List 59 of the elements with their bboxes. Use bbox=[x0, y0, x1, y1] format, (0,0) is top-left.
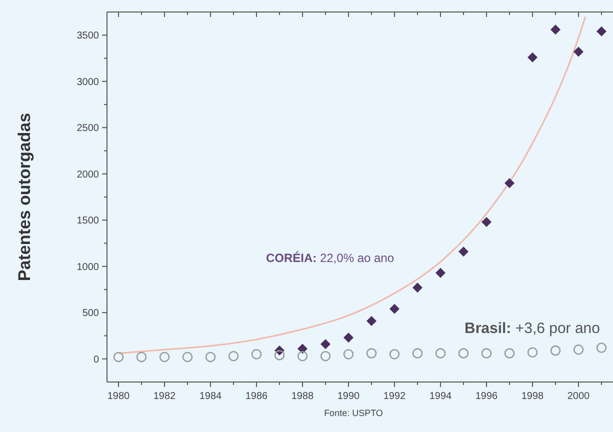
y-tick-label: 3500 bbox=[76, 30, 100, 42]
point bbox=[159, 352, 170, 362]
point bbox=[182, 352, 193, 362]
point bbox=[435, 348, 446, 358]
point bbox=[412, 348, 423, 358]
x-tick-label: 1994 bbox=[429, 391, 452, 402]
point bbox=[113, 352, 124, 362]
x-tick-label: 2000 bbox=[567, 391, 590, 402]
x-tick-label: 1984 bbox=[199, 391, 222, 402]
point bbox=[298, 344, 308, 354]
point bbox=[596, 342, 607, 353]
point bbox=[550, 24, 560, 35]
point bbox=[389, 349, 400, 360]
point bbox=[574, 46, 584, 57]
point bbox=[366, 316, 376, 326]
x-tick-label: 1986 bbox=[245, 391, 268, 402]
point bbox=[458, 246, 468, 257]
point bbox=[481, 348, 492, 358]
point bbox=[528, 52, 538, 62]
point bbox=[504, 348, 515, 358]
point bbox=[458, 348, 469, 358]
point bbox=[228, 350, 239, 362]
y-tick-label: 500 bbox=[82, 308, 100, 320]
x-tick-label: 1996 bbox=[475, 391, 498, 402]
x-tick-label: 1992 bbox=[383, 391, 406, 402]
y-tick-label: 1000 bbox=[76, 262, 100, 273]
point bbox=[550, 345, 561, 356]
point bbox=[205, 352, 216, 362]
point bbox=[596, 26, 606, 36]
x-tick-label: 1998 bbox=[521, 391, 544, 402]
point bbox=[343, 349, 354, 360]
point bbox=[366, 348, 377, 358]
point bbox=[390, 304, 400, 314]
x-tick-label: 1980 bbox=[107, 391, 130, 402]
point bbox=[251, 349, 262, 360]
source-note: Fonte: USPTO bbox=[324, 408, 383, 418]
annotation: Brasil: +3,6 por ano bbox=[464, 320, 600, 337]
y-axis-title: Patentes outorgadas bbox=[15, 112, 34, 282]
y-tick-label: 1500 bbox=[76, 216, 100, 227]
point bbox=[527, 347, 538, 358]
point bbox=[482, 216, 492, 227]
y-tick-label: 2000 bbox=[76, 169, 100, 180]
point bbox=[436, 268, 446, 278]
point bbox=[297, 350, 308, 362]
x-tick-label: 1990 bbox=[337, 391, 360, 402]
x-tick-label: 1988 bbox=[291, 391, 314, 402]
point bbox=[274, 350, 285, 360]
point bbox=[573, 344, 584, 355]
point bbox=[320, 350, 331, 362]
annotation: CORÉIA: 22,0% ao ano bbox=[266, 251, 394, 265]
y-tick-label: 3000 bbox=[76, 76, 100, 88]
point bbox=[504, 178, 514, 188]
point bbox=[136, 352, 147, 362]
point bbox=[412, 282, 422, 293]
y-tick-label: 0 bbox=[93, 354, 100, 366]
y-tick-label: 2500 bbox=[76, 123, 100, 134]
x-tick-label: 1982 bbox=[153, 391, 176, 402]
point bbox=[320, 339, 330, 350]
point bbox=[344, 332, 354, 343]
